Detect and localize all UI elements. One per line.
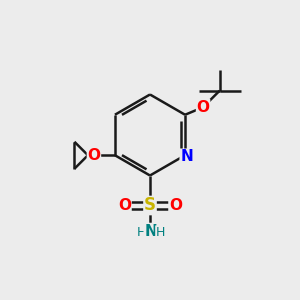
Text: O: O — [87, 148, 101, 163]
Text: S: S — [144, 196, 156, 214]
Text: N: N — [144, 224, 157, 238]
Text: N: N — [180, 149, 193, 164]
Text: O: O — [118, 198, 131, 213]
Text: H: H — [156, 226, 165, 239]
Text: O: O — [169, 198, 182, 213]
Text: O: O — [196, 100, 210, 115]
Text: H: H — [137, 226, 146, 239]
